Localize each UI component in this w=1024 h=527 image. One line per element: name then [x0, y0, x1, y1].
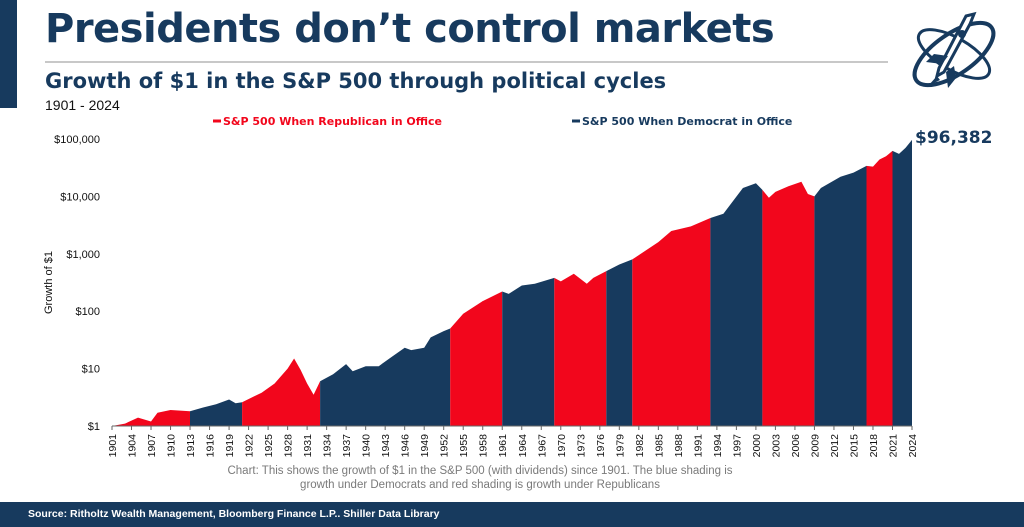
x-tick-label: 1934 [322, 434, 334, 458]
x-tick-label: 1925 [263, 434, 275, 458]
x-tick-label: 2006 [790, 434, 802, 458]
x-tick-label: 2015 [848, 434, 860, 458]
x-tick-label: 1946 [400, 434, 412, 458]
area-segment-republican-1921 [242, 358, 321, 426]
y-tick-label: $10 [82, 364, 100, 376]
area-segment-republican-1901 [112, 410, 190, 426]
x-tick-label: 1985 [653, 434, 665, 458]
x-tick-label: 1955 [458, 434, 470, 458]
area-segment-republican-2017 [866, 150, 893, 426]
x-tick-label: 1904 [127, 434, 139, 458]
chart: $1 $10 $100 $1,000 $10,000 $100,000 1901 1904 1… [43, 115, 919, 458]
x-tick-label: 1964 [517, 434, 529, 458]
accent-bar [0, 0, 17, 108]
chart-footnote: Chart: This shows the growth of $1 in th… [227, 465, 733, 491]
x-tick-label: 1910 [166, 434, 178, 458]
x-tick-label: 2024 [907, 434, 919, 458]
x-tick-label: 1988 [673, 434, 685, 458]
page-title: Presidents don’t control markets [45, 6, 775, 52]
area-segment-republican-1981 [632, 218, 711, 426]
x-tick-label: 1940 [361, 434, 373, 458]
x-tick-label: 1958 [478, 434, 490, 458]
legend-label-republican: S&P 500 When Republican in Office [223, 115, 442, 128]
date-range: 1901 - 2024 [45, 97, 120, 113]
x-tick-label: 1901 [107, 434, 119, 458]
x-tick-label: 1979 [614, 434, 626, 458]
y-axis-label: Growth of $1 [43, 251, 55, 314]
area-segment-democrat-1933 [320, 328, 451, 426]
x-tick-label: 1922 [244, 434, 256, 458]
x-tick-label: 1961 [497, 434, 509, 458]
x-tick-label: 2009 [809, 434, 821, 458]
x-tick-label: 1907 [146, 434, 158, 458]
x-tick-label: 1952 [439, 434, 451, 458]
y-tick-label: $100,000 [54, 134, 100, 146]
area-segment-democrat-2021 [892, 139, 912, 426]
x-tick-label: 1976 [595, 434, 607, 458]
x-tick-label: 2021 [887, 434, 899, 458]
y-tick-label: $100 [76, 306, 100, 318]
x-tick-label: 1967 [536, 434, 548, 458]
x-tick-label: 1928 [283, 434, 295, 458]
x-tick-label: 1970 [556, 434, 568, 458]
title-divider [45, 61, 888, 63]
area-segment-democrat-1913 [190, 399, 243, 426]
x-tick-label: 1943 [380, 434, 392, 458]
x-tick-label: 1913 [185, 434, 197, 458]
legend-item-democrat: S&P 500 When Democrat in Office [572, 115, 792, 128]
x-tick-label: 1916 [205, 434, 217, 458]
x-tick-label: 2018 [868, 434, 880, 458]
source-text: Source: Ritholtz Wealth Management, Bloo… [28, 508, 440, 520]
winged-rocket-ring-logo-icon [912, 11, 996, 88]
x-tick-label: 1973 [575, 434, 587, 458]
x-tick-label: 1994 [712, 434, 724, 458]
x-tick-label: 1949 [419, 434, 431, 458]
x-tick-label: 1931 [302, 434, 314, 458]
x-tick-label: 1997 [731, 434, 743, 458]
area-segment-democrat-2009 [814, 165, 867, 426]
legend-label-democrat: S&P 500 When Democrat in Office [582, 115, 792, 128]
x-tick-label: 1919 [224, 434, 236, 458]
area-segment-republican-2001 [762, 181, 815, 426]
y-tick-label: $1 [88, 421, 100, 433]
area-segment-democrat-1993 [710, 183, 763, 426]
y-tick-label: $1,000 [66, 249, 100, 261]
area-segment-democrat-1977 [606, 259, 633, 426]
chart-subtitle: Growth of $1 in the S&P 500 through poli… [45, 69, 667, 93]
x-tick-label: 1991 [692, 434, 704, 458]
x-tick-label: 2003 [770, 434, 782, 458]
x-tick-label: 2000 [751, 434, 763, 458]
x-tick-label: 1937 [341, 434, 353, 458]
y-tick-label: $10,000 [60, 191, 100, 203]
legend-item-republican: S&P 500 When Republican in Office [213, 115, 442, 128]
end-value-label: $96,382 [915, 128, 993, 148]
x-tick-label: 1982 [634, 434, 646, 458]
area-segment-republican-1969 [554, 271, 607, 426]
x-tick-label: 2012 [829, 434, 841, 458]
footer-bar: Source: Ritholtz Wealth Management, Bloo… [0, 502, 1024, 527]
area-segment-democrat-1961 [502, 277, 555, 426]
area-segment-republican-1953 [450, 291, 503, 426]
